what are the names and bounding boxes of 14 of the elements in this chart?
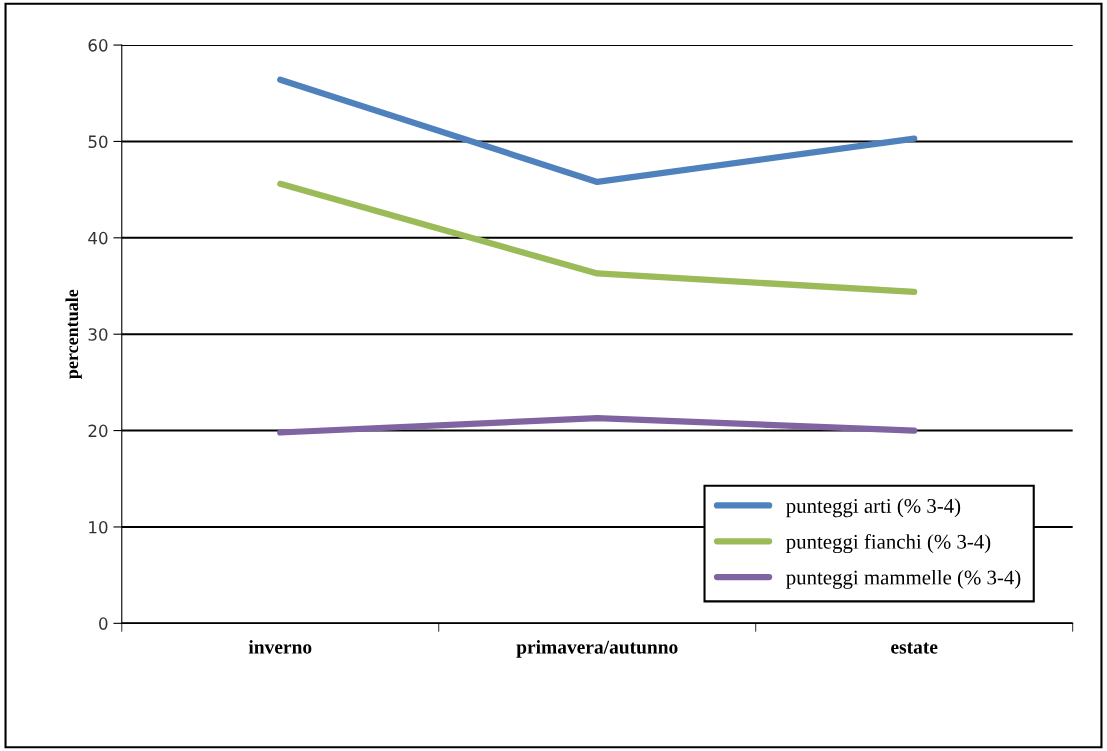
x-tick-label: inverno [248,640,312,654]
y-axis-title: percentuale [65,289,82,379]
y-tick-label: 10 [89,520,108,534]
y-tick-label: 0 [99,617,108,630]
y-tick-label: 50 [88,135,108,149]
y-tick-label: 60 [88,39,108,52]
y-tick-label: 20 [88,424,108,438]
x-tick-label: estate [891,642,938,654]
legend-label: punteggi fianchi (% 3-4) [786,533,991,554]
legend-label: punteggi mammelle (% 3-4) [786,569,1021,589]
x-tick-label: primavera/autunno [516,640,678,658]
y-tick-label: 30 [88,328,108,341]
y-tick-label: 40 [88,231,108,245]
legend-label: punteggi arti (% 3-4) [786,498,961,518]
